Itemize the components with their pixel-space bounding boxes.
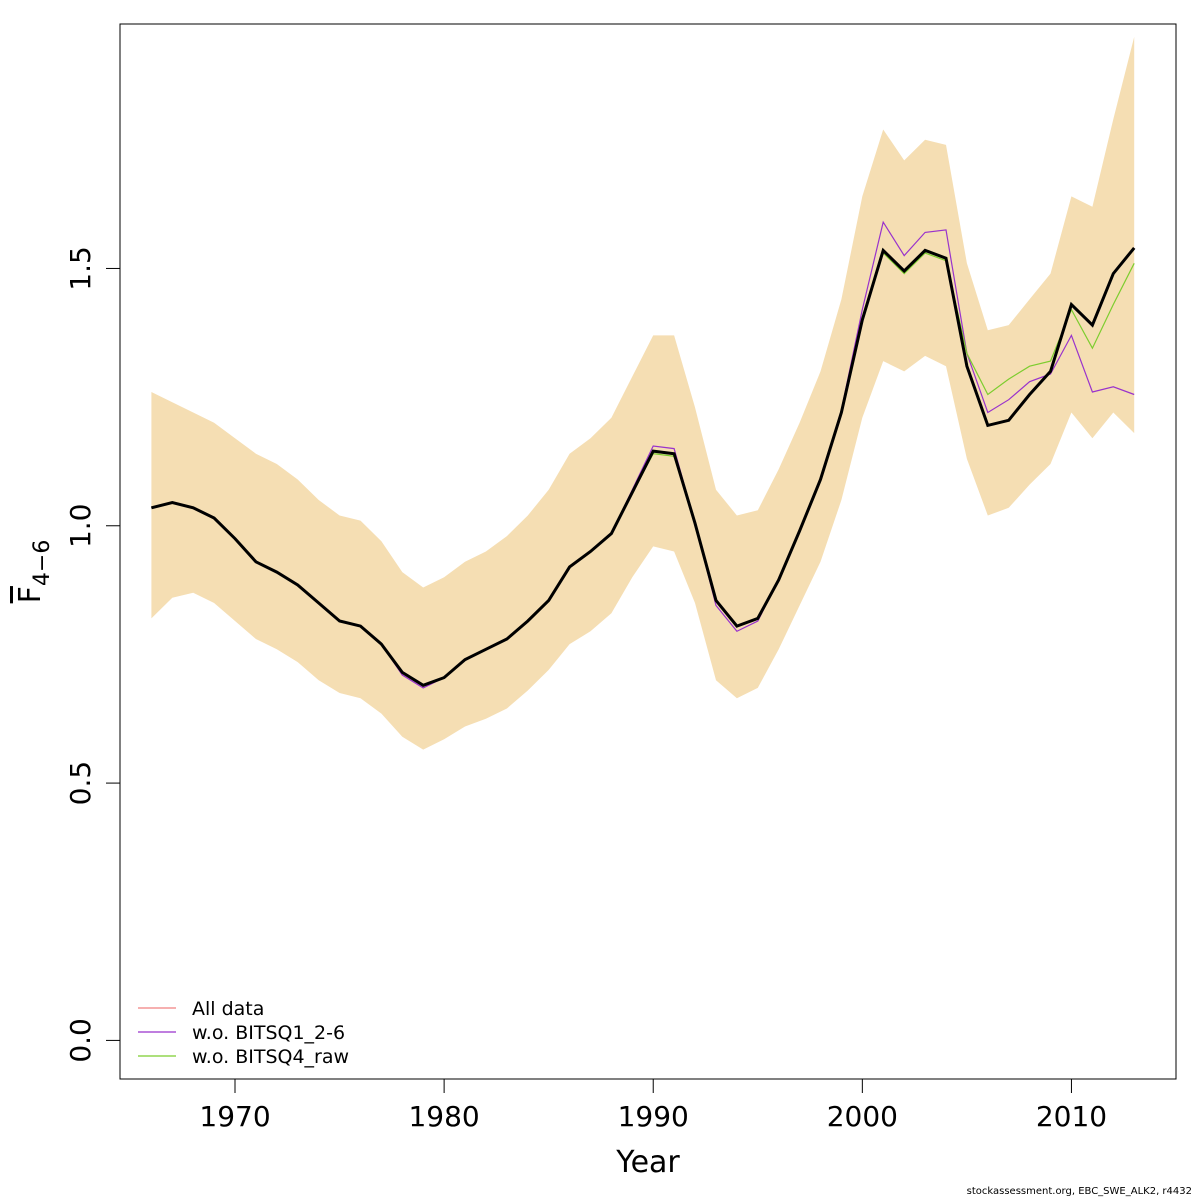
y-tick-label-2: 1.0 xyxy=(64,504,97,549)
confidence-band xyxy=(151,36,1135,750)
y-tick-label-0: 0.0 xyxy=(64,1018,97,1063)
y-axis-title: F4−6 xyxy=(13,540,55,604)
x-tick-label-1980: 1980 xyxy=(408,1100,479,1133)
legend-label-2: w.o. BITSQ4_raw xyxy=(192,1046,349,1068)
x-tick-label-1970: 1970 xyxy=(199,1100,270,1133)
x-tick-label-2010: 2010 xyxy=(1036,1100,1107,1133)
x-tick-label-2000: 2000 xyxy=(827,1100,898,1133)
y-axis-title-main: F xyxy=(13,586,48,603)
y-axis-title-subscript: 4−6 xyxy=(30,540,55,586)
legend-label-1: w.o. BITSQ1_2-6 xyxy=(192,1022,345,1044)
svg-text:F4−6: F4−6 xyxy=(13,540,55,604)
y-axis: 0.0 0.5 1.0 1.5 xyxy=(64,246,121,1063)
legend-label-0: All data xyxy=(192,998,264,1020)
main-estimate-line xyxy=(151,246,1136,687)
x-tick-label-1990: 1990 xyxy=(618,1100,689,1133)
x-axis: 1970 1980 1990 2000 2010 xyxy=(199,1078,1107,1133)
confidence-band-layer xyxy=(151,36,1135,750)
credit-text: stockassessment.org, EBC_SWE_ALK2, r4432 xyxy=(966,1186,1192,1197)
series-lines-layer xyxy=(151,220,1136,689)
x-axis-title: Year xyxy=(615,1145,680,1180)
y-tick-label-1: 0.5 xyxy=(64,761,97,806)
y-tick-label-3: 1.5 xyxy=(64,246,97,291)
